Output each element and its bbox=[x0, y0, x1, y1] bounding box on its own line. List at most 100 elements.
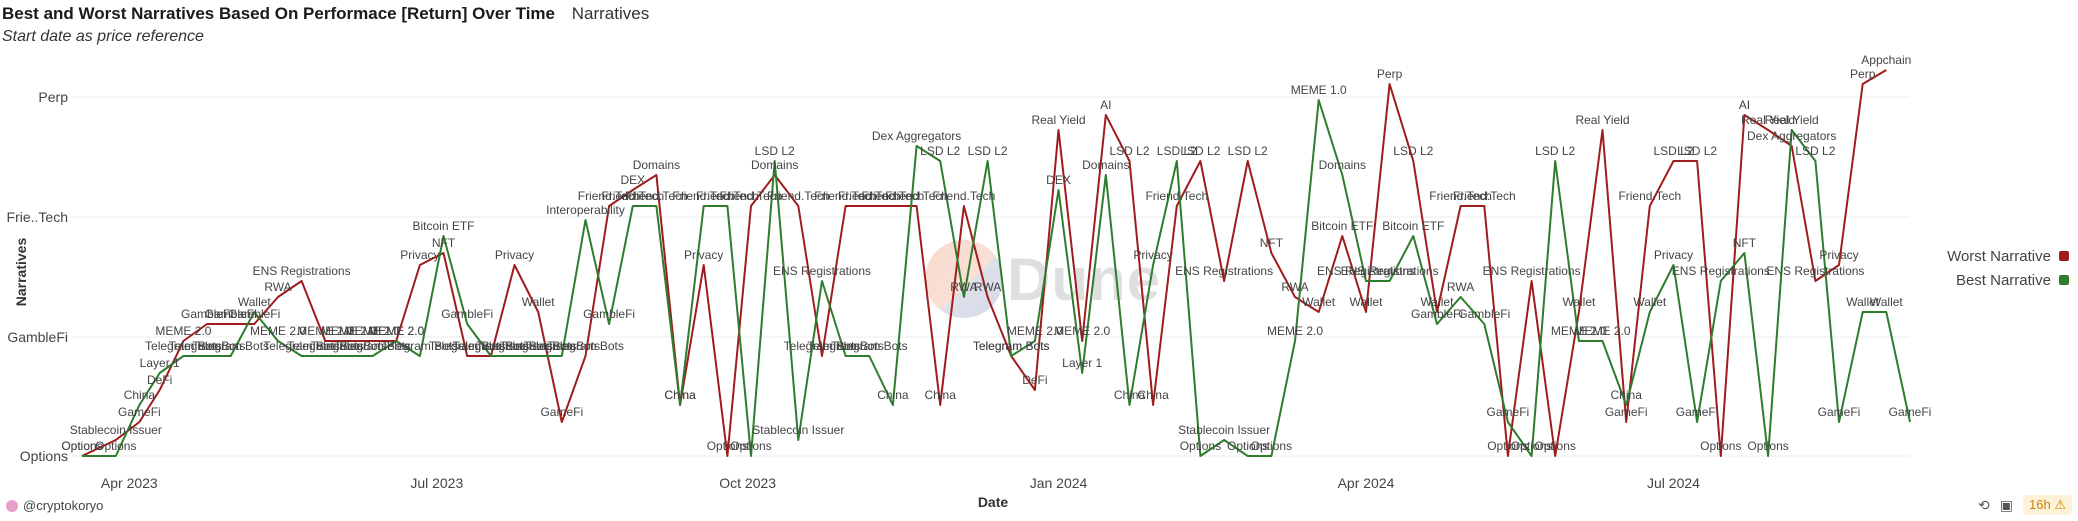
data-label: Stablecoin Issuer bbox=[70, 423, 162, 437]
y-tick-label: Options bbox=[20, 448, 68, 464]
legend-label: Worst Narrative bbox=[1947, 247, 2051, 265]
data-label: RWA bbox=[1447, 280, 1474, 294]
data-label: LSD L2 bbox=[1157, 144, 1197, 158]
data-label: Bitcoin ETF bbox=[1382, 219, 1444, 233]
data-label: LSD L2 bbox=[1795, 144, 1835, 158]
data-label: Bitcoin ETF bbox=[1311, 219, 1373, 233]
data-label: DeFi bbox=[1022, 373, 1047, 387]
data-labels: Options Stablecoin Issuer GameFi DeFi MEME 2… bbox=[61, 53, 1931, 453]
x-tick-label: Apr 2024 bbox=[1338, 475, 1395, 491]
data-label: Options bbox=[1700, 439, 1741, 453]
data-label: Wallet bbox=[238, 295, 272, 309]
data-label: LSD L2 bbox=[1393, 144, 1433, 158]
data-label: Options bbox=[730, 439, 771, 453]
data-label: DEX bbox=[620, 173, 645, 187]
data-label: Options bbox=[61, 439, 102, 453]
data-label: GameFi bbox=[1676, 405, 1719, 419]
data-label: Friend.Tech bbox=[625, 189, 688, 203]
tab-narratives[interactable]: Narratives bbox=[571, 4, 650, 23]
data-label: Real Yield bbox=[1765, 113, 1819, 127]
warning-icon: ⚠ bbox=[2054, 497, 2066, 512]
data-label: MEME 2.0 bbox=[250, 324, 306, 338]
data-label: Stablecoin Issuer bbox=[752, 423, 844, 437]
data-label: Friend.Tech bbox=[696, 189, 759, 203]
data-label: Friend.Tech bbox=[672, 189, 735, 203]
data-label: LSD L2 bbox=[1653, 144, 1693, 158]
data-label: Wallet bbox=[1302, 295, 1336, 309]
data-label: Interoperability bbox=[546, 203, 625, 217]
legend-label: Best Narrative bbox=[1955, 271, 2051, 289]
x-tick-label: Jan 2024 bbox=[1030, 475, 1088, 491]
data-label: Real Yield bbox=[1575, 113, 1629, 127]
data-label: Wallet bbox=[1846, 295, 1880, 309]
data-label: Friend.Tech bbox=[720, 189, 783, 203]
x-tick-label: Jul 2023 bbox=[410, 475, 463, 491]
data-label: GameFi bbox=[1605, 405, 1648, 419]
data-label: Friend.Tech bbox=[578, 189, 641, 203]
data-label: Privacy bbox=[1133, 248, 1172, 262]
data-label: Domains bbox=[633, 158, 680, 172]
series-line-best[interactable] bbox=[82, 99, 1911, 457]
data-label: Layer 1 bbox=[1062, 356, 1102, 370]
legend: Worst Narrative Best Narrative bbox=[1937, 244, 2077, 292]
data-label: Friend.Tech bbox=[838, 189, 901, 203]
data-label: Layer 1 bbox=[140, 356, 180, 370]
data-label: Dex Aggregators bbox=[872, 129, 961, 143]
data-label: Friend.Tech bbox=[601, 189, 664, 203]
data-label: China bbox=[925, 388, 957, 402]
data-label: LSD L2 bbox=[1228, 144, 1268, 158]
data-label: Stablecoin Issuer bbox=[1178, 423, 1270, 437]
data-label: MEME 2.0 bbox=[297, 324, 353, 338]
data-label: Friend.Tech bbox=[814, 189, 877, 203]
data-label: Friend.Tech bbox=[1145, 189, 1208, 203]
data-label: ENS Registrations bbox=[1483, 264, 1581, 278]
avatar bbox=[6, 499, 18, 512]
legend-item-worst[interactable]: Worst Narrative bbox=[1937, 244, 2077, 268]
data-label: MEME 2.0 bbox=[368, 324, 424, 338]
author[interactable]: @cryptokoryo bbox=[6, 498, 103, 513]
data-label: MEME 2.0 bbox=[368, 324, 424, 338]
legend-item-best[interactable]: Best Narrative bbox=[1937, 268, 2077, 292]
data-label: GambleFi bbox=[441, 307, 493, 321]
data-label: GambleFi bbox=[583, 307, 635, 321]
data-label: ENS Registrations bbox=[1175, 264, 1273, 278]
data-label: Options bbox=[1747, 439, 1788, 453]
data-label: MEME 2.0 bbox=[155, 324, 211, 338]
data-label: Wallet bbox=[1633, 295, 1667, 309]
data-label: Wallet bbox=[1421, 295, 1455, 309]
data-label: Real Yield bbox=[1031, 113, 1085, 127]
data-label: Privacy bbox=[400, 248, 439, 262]
data-label: China bbox=[877, 388, 909, 402]
camera-icon[interactable]: ▣ bbox=[1999, 496, 2014, 513]
share-icon[interactable]: ⟲ bbox=[1978, 496, 1990, 513]
y-tick-label: Frie..Tech bbox=[7, 209, 68, 225]
data-label: LSD L2 bbox=[1677, 144, 1717, 158]
data-label: RWA bbox=[974, 280, 1001, 294]
data-label: Telegram Bots bbox=[973, 339, 1050, 353]
legend-swatch bbox=[2059, 251, 2069, 261]
data-label: Options bbox=[61, 439, 102, 453]
data-label: China bbox=[1114, 388, 1146, 402]
data-label: Options bbox=[1511, 439, 1552, 453]
data-label: Telegram Bots bbox=[192, 339, 269, 353]
chart-title-bar: Best and Worst Narratives Based On Perfo… bbox=[2, 4, 649, 24]
data-label: LSD L2 bbox=[1180, 144, 1220, 158]
data-label: GameFi bbox=[540, 405, 583, 419]
data-label: GambleFi bbox=[181, 307, 233, 321]
x-axis-ticks: Apr 2023 Jul 2023 Oct 2023 Jan 2024 Apr 2024… bbox=[101, 475, 1700, 491]
data-label: MEME 1.0 bbox=[1291, 83, 1347, 97]
data-label: Telegram Bots bbox=[973, 339, 1050, 353]
data-label: NFT bbox=[1733, 236, 1757, 250]
x-tick-label: Jul 2024 bbox=[1647, 475, 1700, 491]
data-label: GambleFi bbox=[1411, 307, 1463, 321]
series-line-worst[interactable] bbox=[81, 69, 1887, 457]
x-tick-label: Oct 2023 bbox=[719, 475, 776, 491]
footer-actions: ⟲ ▣ 16h ⚠ bbox=[1978, 495, 2072, 515]
data-label: Wallet bbox=[1562, 295, 1596, 309]
data-label: ENS Registrations bbox=[1672, 264, 1770, 278]
data-label: Telegram Bots bbox=[831, 339, 908, 353]
data-label: Perp bbox=[1850, 67, 1876, 81]
data-label: Friend.Tech bbox=[1453, 189, 1516, 203]
data-label: Perp bbox=[1377, 67, 1403, 81]
